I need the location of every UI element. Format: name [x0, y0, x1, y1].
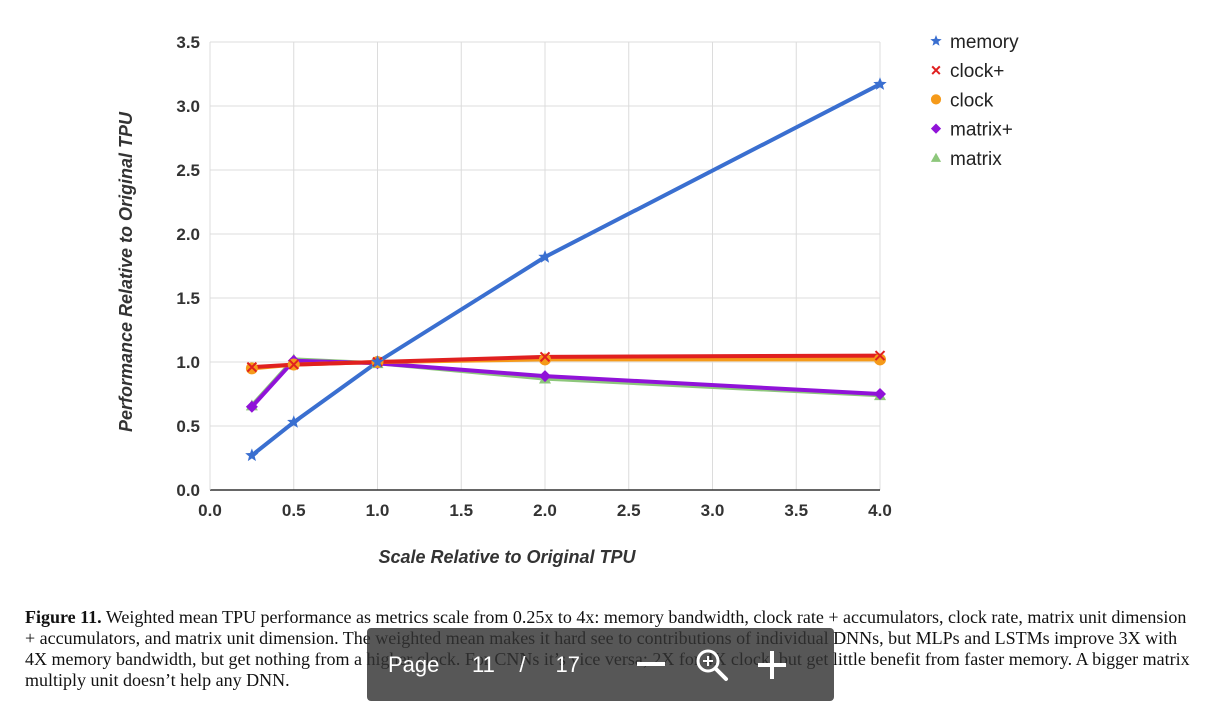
figure-label: Figure 11. [25, 607, 102, 627]
pdf-page-toolbar: Page 11 / 17 [367, 628, 834, 701]
x-tick-label: 2.5 [617, 501, 641, 520]
y-tick-labels: 0.0 0.5 1.0 1.5 2.0 2.5 3.0 3.5 [176, 33, 200, 500]
zoom-plus-button[interactable] [754, 645, 790, 685]
x-tick-label: 1.0 [366, 501, 390, 520]
y-tick-label: 3.5 [176, 33, 200, 52]
x-tick-label: 1.5 [449, 501, 473, 520]
y-tick-label: 2.0 [176, 225, 200, 244]
x-tick-label: 4.0 [868, 501, 892, 520]
x-tick-label: 3.5 [784, 501, 808, 520]
data-point-memory [245, 448, 259, 462]
data-point-clock [539, 353, 551, 366]
legend-label-memory: memory [950, 32, 1019, 53]
legend-marker-matrix-plus [930, 123, 942, 134]
legend-label-matrix-plus: matrix+ [950, 120, 1013, 141]
data-point-memory [538, 250, 552, 263]
chart-axes [209, 42, 880, 491]
line-chart: 0.0 0.5 1.0 1.5 2.0 2.5 3.0 3.5 4.0 0.0 0.5 1.0 1.5… [116, 32, 1019, 567]
plus-icon [758, 650, 786, 679]
zoom-out-icon [637, 661, 665, 666]
data-point-clock-plus [246, 361, 258, 373]
data-point-clock-plus [874, 350, 886, 361]
y-tick-label: 3.0 [176, 97, 200, 116]
x-tick-labels: 0.0 0.5 1.0 1.5 2.0 2.5 3.0 3.5 4.0 [198, 501, 892, 520]
legend-marker-clock-plus [931, 65, 941, 75]
data-point-memory [287, 415, 301, 428]
data-point-clock-plus [288, 359, 299, 370]
data-point-memory [370, 355, 385, 368]
chart-legend: memory clock+ clock matrix+ matrix [930, 32, 1019, 170]
series-line-memory [250, 82, 881, 457]
legend-marker-clock [930, 94, 942, 105]
total-pages: 17 [555, 651, 580, 677]
x-axis-label: Scale Relative to Original TPU [378, 547, 636, 567]
legend-marker-matrix [930, 152, 942, 162]
y-tick-label: 1.0 [176, 353, 200, 372]
data-point-memory [873, 77, 887, 90]
zoom-out-button[interactable] [634, 645, 668, 685]
data-point-matrix-plus [539, 370, 551, 383]
page-separator: / [519, 651, 526, 677]
data-point-clock-plus [539, 351, 551, 363]
current-page-number[interactable]: 11 [471, 651, 495, 677]
y-axis-label: Performance Relative to Original TPU [116, 111, 136, 432]
y-tick-label: 1.5 [176, 289, 200, 308]
legend-label-clock-plus: clock+ [950, 61, 1004, 82]
legend-label-matrix: matrix [950, 149, 1002, 170]
legend-label-clock: clock [950, 90, 994, 111]
zoom-in-icon [696, 649, 728, 681]
series-markers [245, 77, 887, 462]
x-tick-label: 0.0 [198, 501, 222, 520]
data-point-clock [874, 353, 886, 366]
y-tick-label: 0.0 [176, 481, 200, 500]
x-tick-label: 2.0 [533, 501, 557, 520]
zoom-in-button[interactable] [694, 645, 730, 685]
y-tick-label: 2.5 [176, 161, 200, 180]
data-point-matrix-plus [245, 400, 258, 413]
data-point-matrix-plus [874, 388, 886, 400]
x-tick-label: 0.5 [282, 501, 306, 520]
chart-gridlines [210, 41, 881, 490]
series-lines [250, 82, 881, 457]
x-tick-label: 3.0 [701, 501, 725, 520]
page-label: Page [388, 651, 440, 677]
y-tick-label: 0.5 [176, 417, 200, 436]
legend-marker-memory [930, 35, 942, 46]
